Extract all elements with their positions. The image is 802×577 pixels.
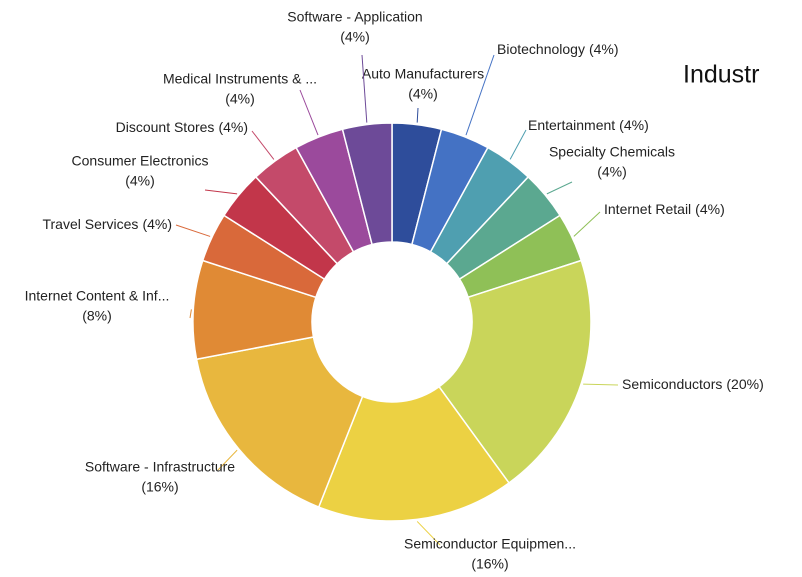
leader-line [189, 309, 192, 319]
slice-label: Discount Stores [116, 119, 215, 135]
leader-line [583, 383, 619, 386]
slice-label: Internet Retail [604, 201, 691, 217]
slice-value-label: (16%) [141, 479, 178, 495]
leader-line [299, 89, 319, 136]
slice-label-group: Travel Services (4%) [42, 216, 172, 232]
slice-value-label: (4%) [218, 119, 248, 135]
slice-label-group: Internet Retail (4%) [604, 201, 725, 217]
leader-line [204, 189, 238, 195]
slice-label: Biotechnology [497, 41, 585, 57]
slice-label: Software - Infrastructure [85, 459, 235, 475]
slice-label-group: Discount Stores (4%) [116, 119, 248, 135]
slice-value-label: (4%) [589, 41, 619, 57]
slice-value-label: (4%) [619, 117, 649, 133]
slice-value-label: (4%) [125, 173, 155, 189]
donut-slice [341, 122, 393, 246]
slice-label-group: Semiconductors (20%) [622, 376, 764, 392]
leader-line [509, 129, 527, 160]
donut-slice [195, 336, 364, 508]
leader-line [416, 521, 441, 546]
slice-label: Medical Instruments & ... [163, 71, 317, 87]
donut-slice [317, 385, 511, 522]
slice-value-label: (20%) [726, 376, 763, 392]
slice-label: Semiconductor Equipmen... [404, 536, 576, 552]
slice-value-label: (4%) [142, 216, 172, 232]
slice-value-label: (8%) [82, 308, 112, 324]
slice-label-group: Biotechnology (4%) [497, 41, 619, 57]
slice-label: Specialty Chemicals [549, 144, 675, 160]
slice-label: Internet Content & Inf... [25, 288, 170, 304]
leader-line [175, 224, 211, 237]
slice-value-label: (4%) [695, 201, 725, 217]
slice-label: Auto Manufacturers [362, 66, 484, 82]
slice-label: Travel Services [42, 216, 138, 232]
slice-label: Software - Application [287, 9, 422, 25]
slice-label: Consumer Electronics [72, 153, 209, 169]
leader-line [416, 107, 419, 123]
slice-label: Semiconductors [622, 376, 722, 392]
slice-value-label: (4%) [340, 29, 370, 45]
leader-line [217, 449, 238, 471]
leader-line [546, 181, 573, 195]
leader-line [573, 211, 601, 237]
leader-line [251, 130, 275, 160]
slice-label-group: Entertainment (4%) [528, 117, 649, 133]
slice-value-label: (4%) [225, 91, 255, 107]
chart-title: Industr [683, 61, 759, 89]
slice-label: Entertainment [528, 117, 615, 133]
slice-value-label: (4%) [408, 86, 438, 102]
donut-slice [437, 259, 592, 485]
slice-value-label: (16%) [471, 556, 508, 572]
leader-line [465, 54, 495, 136]
slice-value-label: (4%) [597, 164, 627, 180]
leader-line [361, 54, 368, 123]
